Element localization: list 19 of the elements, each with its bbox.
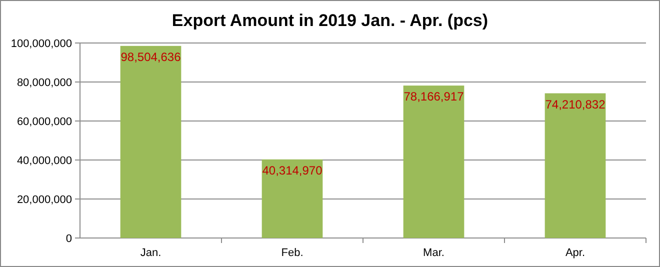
data-label: 74,210,832 [545, 97, 606, 112]
data-label: 78,166,917 [404, 90, 464, 104]
bar [120, 46, 182, 238]
y-tick-label: 60,000,000 [16, 116, 72, 128]
bar [544, 93, 606, 238]
bar [403, 86, 464, 238]
y-tick-label: 100,000,000 [10, 38, 72, 50]
y-tick-label: 0 [66, 233, 72, 245]
x-tick-label: Apr. [565, 247, 586, 259]
y-tick-label: 40,000,000 [16, 155, 72, 167]
bar [262, 159, 323, 238]
y-tick-label: 80,000,000 [16, 77, 72, 89]
x-tick-label: Jan. [140, 247, 162, 259]
x-tick-label: Mar. [423, 247, 444, 259]
y-tick-label: 20,000,000 [16, 194, 72, 206]
data-label: 40,314,970 [262, 163, 323, 178]
x-tick-label: Feb. [281, 247, 304, 259]
chart-title: Export Amount in 2019 Jan. - Apr. (pcs) [172, 11, 488, 30]
data-label: 98,504,636 [120, 50, 182, 64]
